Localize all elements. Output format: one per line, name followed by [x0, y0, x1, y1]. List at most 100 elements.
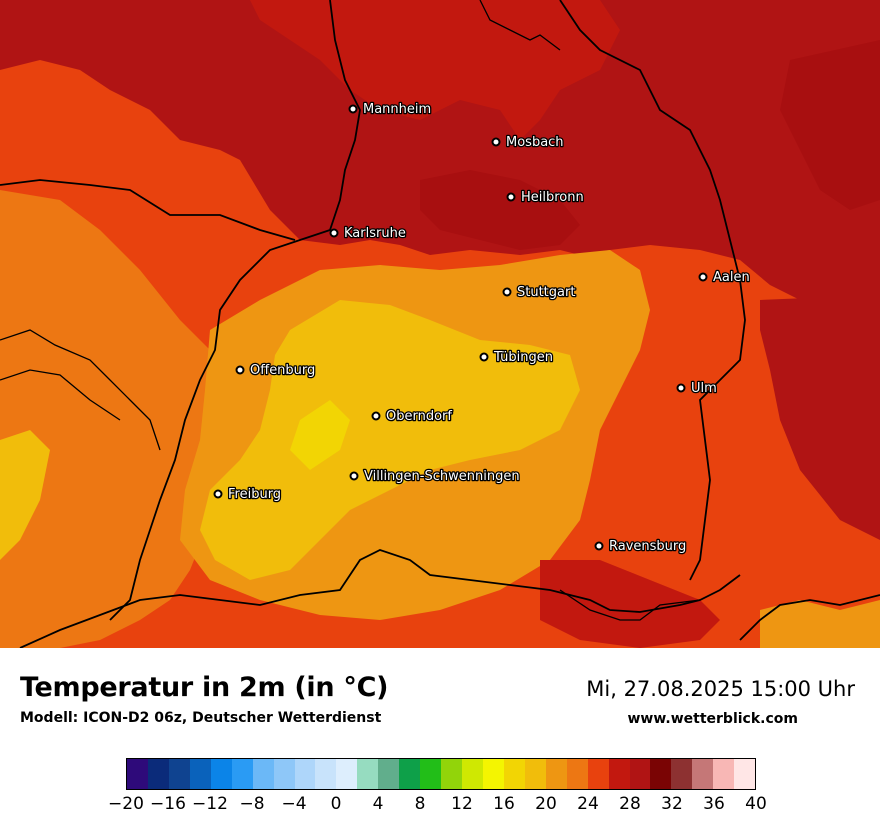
colorbar-tick-label: 16: [493, 794, 515, 814]
border-bavaria: [559, 0, 746, 581]
colorbar-swatch: [273, 759, 295, 789]
city-marker: Ulm: [676, 380, 718, 397]
city-marker: Offenburg: [235, 362, 317, 379]
colorbar-tick-label: −16: [150, 794, 186, 814]
colorbar-swatch: [629, 759, 651, 789]
region-28plus-north: [0, 0, 880, 305]
city-dot: [676, 383, 686, 393]
colorbar-tick-label: −8: [239, 794, 265, 814]
colorbar-swatch: [462, 759, 483, 789]
colorbar-swatch: [713, 759, 735, 789]
city-label: Aalen: [713, 270, 750, 285]
region-yellow-bright: [290, 400, 350, 470]
city-dot: [371, 411, 381, 421]
city-dot: [502, 287, 512, 297]
colorbar-swatch: [441, 759, 462, 789]
border-france-small: [0, 329, 161, 451]
city-marker: Villingen-Schwenningen: [349, 468, 521, 485]
colorbar-swatch: [336, 759, 358, 789]
forecast-datetime: Mi, 27.08.2025 15:00 Uhr: [586, 677, 855, 701]
border-west-lower: [0, 369, 121, 421]
region-dark-east: [780, 40, 880, 210]
city-label: Heilbronn: [521, 190, 584, 205]
colorbar-swatch: [189, 759, 211, 789]
colorbar-swatch: [420, 759, 442, 789]
colorbar-swatch: [608, 759, 630, 789]
colorbar-tick-label: −20: [108, 794, 144, 814]
colorbar-swatch: [399, 759, 421, 789]
border-lake: [559, 589, 701, 621]
colorbar-swatch: [168, 759, 190, 789]
city-label: Mosbach: [506, 135, 564, 150]
colorbar-tick-label: −4: [281, 794, 307, 814]
colorbar-swatch: [734, 759, 756, 789]
colorbar-swatch: [231, 759, 253, 789]
region-south-red: [540, 560, 720, 648]
colorbar-swatch: [587, 759, 609, 789]
city-marker: Mosbach: [491, 134, 565, 151]
city-marker: Heilbronn: [506, 189, 585, 206]
colorbar-tick-label: 4: [372, 794, 384, 814]
city-marker: Mannheim: [348, 101, 432, 118]
temperature-field: [0, 0, 880, 648]
colorbar-swatch: [692, 759, 714, 789]
city-dot: [213, 489, 223, 499]
colorbar-swatch: [545, 759, 567, 789]
map-footer: Temperatur in 2m (in °C) Modell: ICON-D2…: [0, 648, 880, 830]
region-yellow-rhine: [0, 430, 50, 560]
temperature-map: Mannheim Mosbach Heilbronn Karlsruhe Stuttga…: [0, 0, 880, 648]
city-dot: [491, 137, 501, 147]
colorbar-swatch: [524, 759, 546, 789]
colorbar-tick-label: 20: [535, 794, 557, 814]
colorbar-tick-label: −12: [192, 794, 228, 814]
colorbar-swatch: [210, 759, 232, 789]
border-rhine-north: [109, 0, 361, 621]
city-label: Ravensburg: [609, 539, 686, 554]
temperature-colorbar: [126, 758, 756, 790]
city-label: Offenburg: [250, 363, 315, 378]
border-hesse: [479, 0, 561, 51]
colorbar-swatch: [252, 759, 274, 789]
region-30plus-core: [250, 0, 620, 140]
colorbar-swatch: [147, 759, 169, 789]
colorbar-tick-label: 0: [330, 794, 342, 814]
city-dot: [329, 228, 339, 238]
city-label: Freiburg: [228, 487, 281, 502]
city-dot: [594, 541, 604, 551]
city-marker: Karlsruhe: [329, 225, 407, 242]
colorbar-swatch: [357, 759, 379, 789]
city-dot: [348, 104, 358, 114]
city-marker: Stuttgart: [502, 284, 577, 301]
city-markers: Mannheim Mosbach Heilbronn Karlsruhe Stuttga…: [213, 101, 751, 555]
city-marker: Tübingen: [479, 349, 554, 366]
colorbar-tick-label: 40: [745, 794, 767, 814]
city-marker: Ravensburg: [594, 538, 688, 555]
city-dot: [235, 365, 245, 375]
colorbar-swatch: [671, 759, 693, 789]
city-dot: [349, 471, 359, 481]
city-marker: Freiburg: [213, 486, 282, 503]
city-marker: Aalen: [698, 269, 751, 286]
colorbar-tick-label: 8: [414, 794, 426, 814]
region-orange-west: [0, 190, 240, 648]
border-state-west: [0, 179, 296, 241]
city-dot: [479, 352, 489, 362]
city-label: Tübingen: [493, 350, 553, 365]
city-label: Ulm: [691, 381, 717, 396]
colorbar-swatch: [127, 759, 148, 789]
colorbar-swatch: [378, 759, 400, 789]
city-dot: [506, 192, 516, 202]
map-title: Temperatur in 2m (in °C): [20, 672, 389, 703]
colorbar-swatch: [294, 759, 316, 789]
city-label: Oberndorf: [386, 409, 452, 424]
city-label: Villingen-Schwenningen: [364, 469, 520, 484]
website-link[interactable]: www.wetterblick.com: [627, 711, 799, 727]
region-dark-heilbronn: [420, 170, 580, 250]
city-label: Karlsruhe: [344, 226, 406, 241]
colorbar-swatch: [650, 759, 672, 789]
city-marker: Oberndorf: [371, 408, 454, 425]
colorbar-tick-label: 32: [661, 794, 683, 814]
colorbar-tick-label: 24: [577, 794, 599, 814]
colorbar-swatch: [503, 759, 525, 789]
border-austria: [739, 594, 880, 641]
